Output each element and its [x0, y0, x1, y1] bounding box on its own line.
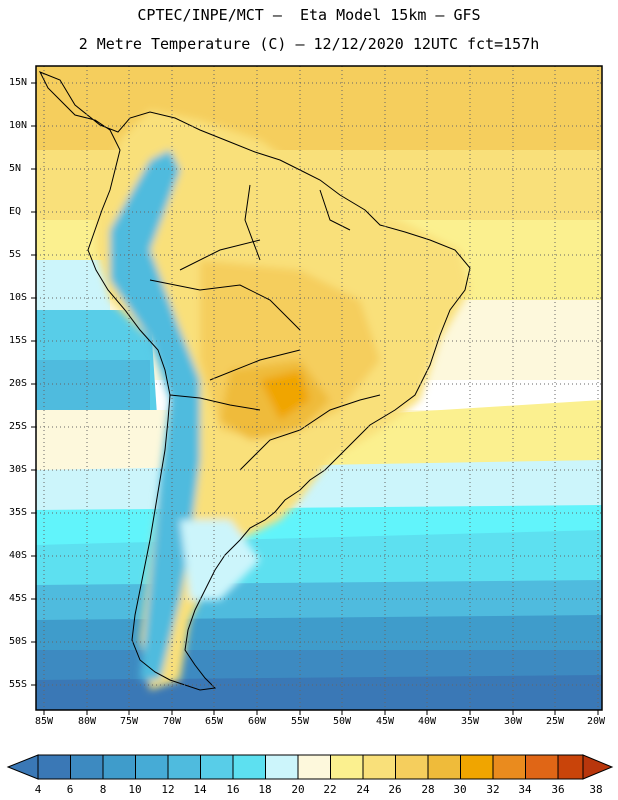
colorbar-label: 16: [226, 783, 240, 796]
colorbar: [6, 754, 614, 780]
lon-label: 45W: [375, 716, 395, 727]
colorbar-label: 12: [161, 783, 175, 796]
colorbar-swatch: [297, 754, 331, 780]
colorbar-label: 26: [388, 783, 402, 796]
lat-label: 15S: [9, 335, 28, 346]
colorbar-label: 6: [66, 783, 74, 796]
graticule: [36, 66, 602, 710]
colorbar-label: 18: [258, 783, 272, 796]
country-borders: [38, 71, 471, 691]
colorbar-swatch: [232, 754, 266, 780]
colorbar-label: 8: [99, 783, 107, 796]
temperature-field: [36, 66, 602, 710]
colorbar-swatch: [525, 754, 559, 780]
colorbar-label: 14: [193, 783, 207, 796]
lon-label: 65W: [204, 716, 224, 727]
lon-label: 70W: [162, 716, 182, 727]
colorbar-label: 36: [551, 783, 565, 796]
colorbar-high-arrow: [582, 754, 614, 780]
colorbar-swatch: [330, 754, 364, 780]
lat-label: 10N: [9, 120, 28, 131]
colorbar-label: 10: [128, 783, 142, 796]
map-frame: [35, 65, 603, 711]
lat-label: 50S: [9, 636, 28, 647]
colorbar-swatch: [492, 754, 526, 780]
colorbar-label: 22: [323, 783, 337, 796]
colorbar-swatch: [167, 754, 201, 780]
lon-label: 20W: [586, 716, 606, 727]
lat-label: 55S: [9, 679, 28, 690]
lat-label: 25S: [9, 421, 28, 432]
colorbar-swatch: [557, 754, 584, 780]
lon-label: 60W: [247, 716, 267, 727]
lon-label: 75W: [119, 716, 139, 727]
lon-label: 85W: [34, 716, 54, 727]
lat-label: 20S: [9, 378, 28, 389]
lat-label: 5N: [9, 163, 22, 174]
colorbar-swatch: [460, 754, 494, 780]
lat-label: 45S: [9, 593, 28, 604]
lat-label: 40S: [9, 550, 28, 561]
colorbar-label: 34: [518, 783, 532, 796]
lon-label: 40W: [417, 716, 437, 727]
colorbar-swatch: [200, 754, 234, 780]
colorbar-label: 28: [421, 783, 435, 796]
colorbar-swatch: [427, 754, 461, 780]
lon-label: 55W: [290, 716, 310, 727]
colorbar-swatch: [37, 754, 71, 780]
colorbar-swatch: [70, 754, 104, 780]
lat-label: 15N: [9, 77, 28, 88]
map-title-line1: CPTEC/INPE/MCT – Eta Model 15km – GFS: [137, 6, 481, 24]
map-title-line2: 2 Metre Temperature (C) – 12/12/2020 12U…: [78, 35, 540, 53]
lat-label: 10S: [9, 292, 28, 303]
colorbar-label: 4: [34, 783, 42, 796]
colorbar-swatch: [395, 754, 429, 780]
axis-ticks: [31, 82, 599, 715]
colorbar-label: 30: [453, 783, 467, 796]
colorbar-label: 38: [589, 783, 603, 796]
lat-label: 5S: [9, 249, 22, 260]
lat-label: 35S: [9, 507, 28, 518]
colorbar-swatch: [102, 754, 136, 780]
lon-label: 50W: [332, 716, 352, 727]
colorbar-swatch: [265, 754, 299, 780]
colorbar-label: 20: [291, 783, 305, 796]
colorbar-low-arrow: [6, 754, 39, 780]
colorbar-label: 32: [486, 783, 500, 796]
colorbar-label: 24: [356, 783, 370, 796]
colorbar-swatch: [362, 754, 396, 780]
colorbar-swatch: [135, 754, 169, 780]
lon-label: 35W: [460, 716, 480, 727]
lon-label: 80W: [77, 716, 97, 727]
lon-label: 25W: [545, 716, 565, 727]
lat-label: EQ: [9, 206, 22, 217]
lat-label: 30S: [9, 464, 28, 475]
lon-label: 30W: [503, 716, 523, 727]
